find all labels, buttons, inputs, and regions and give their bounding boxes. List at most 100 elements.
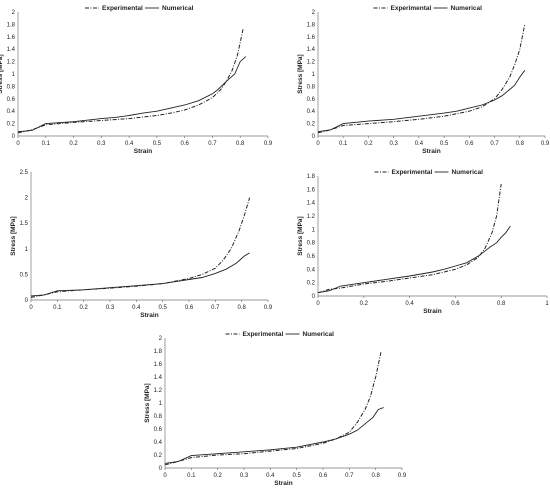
y-axis-label: Stress [MPa] <box>10 216 17 255</box>
y-tick-label: 1.5 <box>20 221 29 227</box>
chart-2: 0 0.1 0.2 0.3 0.4 0.5 0.6 0.7 0.8 0.9 0 0.2 0.4 0.6 0.… <box>297 5 550 155</box>
y-tick-label: 0.2 <box>307 281 316 287</box>
x-tick-label: 1 <box>545 301 549 307</box>
y-axis-label: Stress [MPa] <box>297 216 304 255</box>
x-tick-label: 0.4 <box>415 141 424 147</box>
y-axis-label: Stress [MPa] <box>297 54 304 93</box>
x-tick-label: 0.3 <box>389 141 398 147</box>
legend: Experimental Numerical <box>85 5 194 12</box>
x-tick-label: 0.2 <box>69 141 78 147</box>
numerical-series-line <box>317 70 526 133</box>
x-axis-label: Strain <box>134 148 152 155</box>
x-tick-label: 0.3 <box>106 305 115 311</box>
x-tick-label: 0.8 <box>237 305 246 311</box>
y-tick-label: 1.2 <box>7 60 16 66</box>
x-tick-label: 0.4 <box>266 473 275 479</box>
x-tick-label: 0.6 <box>465 141 474 147</box>
y-tick-label: 0.8 <box>7 84 16 90</box>
y-tick-label: 1.8 <box>307 174 316 180</box>
y-tick-label: 2.5 <box>20 170 29 176</box>
y-axis-label: Stress [MPa] <box>144 383 151 422</box>
x-tick-label: 0.7 <box>208 141 217 147</box>
chart-5: 0 0.1 0.2 0.3 0.4 0.5 0.6 0.7 0.8 0.9 0 0.2 0.4 0.6 0.… <box>144 331 407 487</box>
y-tick-label: 0.4 <box>7 109 16 115</box>
y-tick-label: 1.6 <box>154 362 163 368</box>
x-tick-label: 0.2 <box>213 473 222 479</box>
y-tick-label: 1 <box>312 227 316 233</box>
x-axis-label: Strain <box>140 312 158 319</box>
y-tick-label: 0 <box>12 134 16 140</box>
y-tick-label: 2 <box>25 196 29 202</box>
y-tick-label: 1.6 <box>307 187 316 193</box>
y-tick-label: 0.6 <box>7 97 16 103</box>
x-tick-label: 0.2 <box>364 141 373 147</box>
x-tick-label: 0 <box>316 141 320 147</box>
y-tick-label: 2 <box>159 336 163 342</box>
y-tick-label: 0 <box>25 298 29 304</box>
x-tick-label: 0.2 <box>360 301 369 307</box>
legend: Experimental Numerical <box>225 331 335 338</box>
y-tick-label: 0.6 <box>307 97 316 103</box>
x-tick-label: 0.8 <box>497 301 506 307</box>
x-tick-label: 0.5 <box>292 473 301 479</box>
x-axis-label: Strain <box>422 148 440 155</box>
y-tick-label: 0.4 <box>307 267 316 273</box>
y-tick-label: 1.6 <box>307 35 316 41</box>
y-axis-label: Stress [MPa] <box>0 54 4 93</box>
numerical-series-line <box>30 252 250 297</box>
x-tick-label: 0.9 <box>541 141 550 147</box>
y-tick-label: 1.8 <box>154 349 163 355</box>
y-tick-label: 0.2 <box>154 453 163 459</box>
x-tick-label: 0.8 <box>371 473 380 479</box>
numerical-series-line <box>17 56 247 133</box>
numerical-series-line <box>317 225 511 294</box>
y-tick-label: 1.4 <box>154 375 163 381</box>
legend-label: Experimental <box>392 169 433 176</box>
x-tick-label: 0.8 <box>516 141 525 147</box>
experimental-series-line <box>17 29 244 134</box>
x-tick-label: 0.5 <box>153 141 162 147</box>
x-tick-label: 0.6 <box>451 301 460 307</box>
x-tick-label: 0 <box>29 305 33 311</box>
y-tick-label: 1 <box>312 72 316 78</box>
y-tick-label: 0 <box>312 294 316 300</box>
legend: Experimental Numerical <box>374 169 483 176</box>
legend-label: Experimental <box>391 5 432 12</box>
chart-4: 0 0.2 0.4 0.6 0.8 1 0 0.2 0.4 0.6 0.8 1 1.2 1.4 1.6 1.8… <box>297 169 549 315</box>
y-tick-label: 1 <box>25 247 29 253</box>
y-tick-label: 1.4 <box>7 47 16 53</box>
legend-label: Numerical <box>303 331 335 338</box>
legend-label: Numerical <box>451 5 483 12</box>
x-tick-label: 0.1 <box>187 473 196 479</box>
x-tick-label: 0.6 <box>185 305 194 311</box>
x-tick-label: 0.7 <box>490 141 499 147</box>
x-tick-label: 0.2 <box>79 305 88 311</box>
chart-1: 0 0.1 0.2 0.3 0.4 0.5 0.6 0.7 0.8 0.9 0 0.2 0.4 0.6 0.… <box>0 5 273 155</box>
x-tick-label: 0.9 <box>398 473 407 479</box>
y-tick-label: 2 <box>312 10 316 16</box>
y-tick-label: 1.8 <box>7 22 16 28</box>
x-tick-label: 0 <box>163 473 167 479</box>
y-tick-label: 0.5 <box>20 272 29 278</box>
y-tick-label: 0.2 <box>7 122 16 128</box>
y-tick-label: 0.6 <box>154 427 163 433</box>
x-tick-label: 0.8 <box>236 141 245 147</box>
x-tick-label: 0.3 <box>240 473 249 479</box>
y-tick-label: 0.8 <box>307 241 316 247</box>
x-tick-label: 0.7 <box>345 473 354 479</box>
x-tick-label: 0.3 <box>97 141 106 147</box>
y-tick-label: 1 <box>159 401 163 407</box>
numerical-series-line <box>164 407 384 464</box>
x-tick-label: 0.9 <box>264 305 273 311</box>
y-tick-label: 0.4 <box>154 440 163 446</box>
y-tick-label: 2 <box>12 10 16 16</box>
legend-label: Experimental <box>243 331 284 338</box>
x-axis-label: Strain <box>274 480 292 487</box>
x-tick-label: 0.1 <box>339 141 348 147</box>
x-tick-label: 0 <box>16 141 20 147</box>
x-tick-label: 0.9 <box>264 141 273 147</box>
y-tick-label: 0 <box>312 134 316 140</box>
y-tick-label: 1.2 <box>307 60 316 66</box>
y-tick-label: 1 <box>12 72 16 78</box>
